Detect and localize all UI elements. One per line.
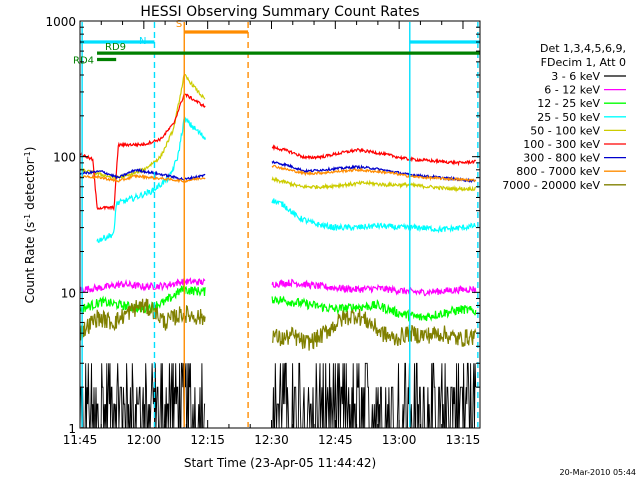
x-tick-label: 12:30 (254, 433, 289, 447)
legend-entry-label: 100 - 300 keV (523, 138, 600, 151)
y-axis-label-superscript: -1 (23, 214, 32, 222)
x-tick-label: 12:45 (318, 433, 353, 447)
marker-layer: N S RD9 RD4 (73, 19, 480, 427)
generation-timestamp: 20-Mar-2010 05:44 (560, 468, 637, 477)
series-line-25-50kev (271, 198, 477, 234)
x-axis-label: Start Time (23-Apr-05 11:44:42) (184, 456, 376, 470)
x-tick-label: 13:15 (446, 433, 481, 447)
series-line-50-100kev (271, 176, 477, 193)
x-tick-label: 11:45 (63, 433, 98, 447)
series-line-7000-20000kev (272, 308, 477, 351)
y-axis-label-superscript: -1 (23, 151, 32, 159)
y-axis-label: Count Rate (s-1 detector-1) (23, 147, 37, 304)
legend-entry-label: 7000 - 20000 keV (502, 179, 600, 192)
legend-entry-label: 6 - 12 keV (544, 84, 600, 97)
legend-entry-label: 800 - 7000 keV (516, 165, 600, 178)
legend-entry-label: 3 - 6 keV (551, 70, 600, 83)
legend-entry-label: 12 - 25 keV (537, 97, 600, 110)
y-tick-label: 1000 (45, 15, 76, 29)
legend-header-line: FDecim 1, Att 0 (541, 56, 626, 69)
flag-label-rd9: RD9 (105, 42, 126, 53)
y-axis-label-part: detector (23, 159, 37, 214)
series-line-25-50kev (96, 116, 207, 244)
legend-entry-label: 25 - 50 keV (537, 111, 600, 124)
y-axis-label-part: ) (23, 147, 37, 152)
series-line-6-12kev (271, 278, 477, 297)
legend-entry-label: 300 - 800 keV (523, 152, 600, 165)
series-line-800-7000kev (271, 164, 477, 183)
flag-label-n: N (139, 36, 146, 47)
y-axis-label-part: Count Rate (s (23, 222, 37, 304)
legend-header-line: Det 1,3,4,5,6,9, (540, 42, 626, 55)
series-line-100-300kev (271, 144, 477, 167)
legend-entry-label: 50 - 100 keV (530, 124, 600, 137)
x-tick-label: 12:00 (127, 433, 162, 447)
x-tick-label: 13:00 (382, 433, 417, 447)
y-tick-label: 10 (61, 286, 76, 300)
axes-layer: 1 10 100 1000 11:45 12:00 12:15 12:30 12:45 13:00… (45, 15, 480, 447)
flag-label-s: S (176, 19, 182, 30)
chart-title: HESSI Observing Summary Count Rates (140, 4, 419, 20)
y-tick-label: 100 (53, 151, 76, 165)
x-tick-label: 12:15 (190, 433, 225, 447)
legend: Det 1,3,4,5,6,9, FDecim 1, Att 0 3 - 6 k… (502, 42, 626, 192)
y-tick-label: 1 (68, 422, 76, 436)
plot-frame (79, 20, 481, 429)
flag-label-rd4: RD4 (73, 56, 94, 67)
series-line-12-25kev (271, 295, 477, 322)
